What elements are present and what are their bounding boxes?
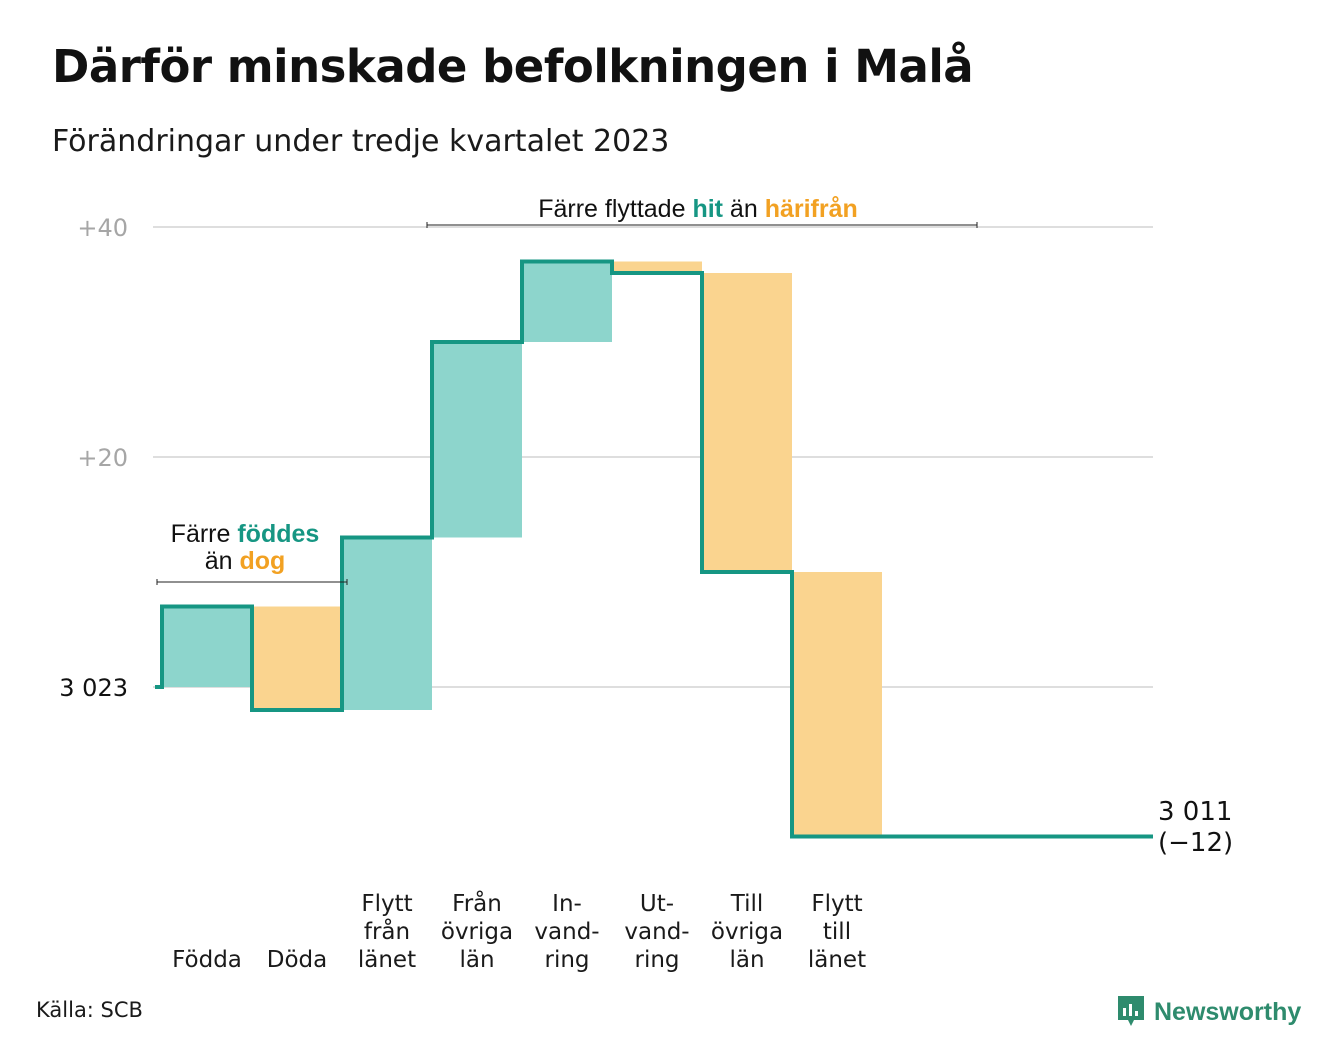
end-change-label: (−12) xyxy=(1158,828,1233,858)
chart-title: Därför minskade befolkningen i Malå xyxy=(52,40,974,93)
x-category-label: övriga xyxy=(711,919,783,945)
source-note: Källa: SCB xyxy=(36,998,143,1022)
y-tick-label: +20 xyxy=(77,444,128,472)
x-category-label: Födda xyxy=(172,947,242,973)
x-category-label: från xyxy=(364,917,410,945)
decrease-bar xyxy=(702,273,792,572)
start-value-label: 3 023 xyxy=(59,674,128,702)
x-category-label: Till xyxy=(730,891,764,917)
x-category-label: Ut- xyxy=(640,891,674,917)
increase-bar xyxy=(522,261,612,342)
end-value-label: 3 011 xyxy=(1158,797,1232,827)
decrease-bar xyxy=(792,572,882,837)
x-category-label: länet xyxy=(808,947,866,973)
x-category-label: Flytt xyxy=(811,891,862,917)
x-category-label: vand- xyxy=(534,919,599,945)
x-category-label: län xyxy=(459,947,494,973)
x-category-label: vand- xyxy=(624,919,689,945)
increase-bar xyxy=(162,606,252,687)
moves-annotation: Färre flyttade hit än härifrån xyxy=(538,195,858,223)
increase-bar xyxy=(432,342,522,538)
chart-subtitle: Förändringar under tredje kvartalet 2023 xyxy=(52,124,670,159)
y-tick-label: +40 xyxy=(77,214,128,242)
decrease-bar xyxy=(612,261,702,273)
x-category-label: Döda xyxy=(267,947,327,973)
x-category-label: ring xyxy=(634,947,679,973)
cumulative-line xyxy=(155,259,1153,839)
decrease-bar xyxy=(252,606,342,710)
births-annotation-line2: än dog xyxy=(205,547,286,575)
increase-bar xyxy=(342,537,432,710)
newsworthy-logo-icon xyxy=(1118,996,1144,1026)
x-category-label: till xyxy=(823,919,851,945)
x-category-label: Från xyxy=(452,889,502,917)
newsworthy-logo-text: Newsworthy xyxy=(1154,997,1302,1026)
x-category-label: ring xyxy=(544,947,589,973)
newsworthy-logo[interactable]: Newsworthy xyxy=(1116,992,1301,1032)
x-category-label: Flytt xyxy=(361,891,412,917)
x-category-label: län xyxy=(729,947,764,973)
x-category-label: In- xyxy=(552,891,582,917)
x-category-label: övriga xyxy=(441,919,513,945)
births-annotation-line1: Färre föddes xyxy=(171,520,320,548)
x-category-label: länet xyxy=(358,947,416,973)
